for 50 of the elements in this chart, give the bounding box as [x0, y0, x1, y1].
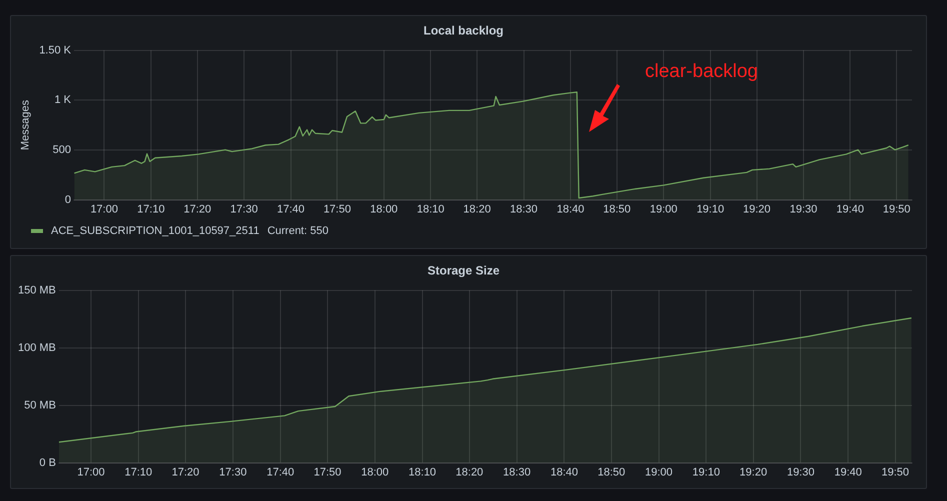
x-tick-label: 17:30 [230, 203, 258, 216]
x-tick-label: 17:50 [323, 203, 351, 216]
x-tick-label: 19:50 [881, 466, 910, 478]
x-tick-label: 17:40 [277, 203, 305, 216]
y-axis-title: Messages [20, 100, 32, 150]
x-tick-label: 18:10 [416, 203, 444, 216]
x-tick-label: 17:10 [137, 203, 165, 216]
legend-label: ACE_SUBSCRIPTION_1001_10597_2511 [51, 225, 260, 237]
chart-title: Local backlog [423, 24, 504, 38]
x-tick-label: 18:50 [598, 466, 626, 478]
y-tick-label: 100 MB [18, 342, 56, 354]
y-tick-label: 150 MB [18, 284, 56, 296]
x-tick-label: 17:30 [219, 466, 247, 478]
x-tick-label: 17:40 [266, 466, 294, 478]
x-tick-label: 18:30 [510, 203, 538, 216]
x-tick-label: 19:00 [650, 203, 678, 216]
y-tick-label: 500 [52, 144, 71, 156]
x-tick-label: 19:40 [834, 466, 862, 478]
x-tick-label: 19:30 [786, 466, 814, 478]
x-tick-label: 19:30 [790, 203, 818, 216]
x-tick-label: 17:20 [184, 203, 212, 216]
x-tick-label: 17:00 [77, 466, 105, 478]
x-tick-label: 17:10 [124, 466, 152, 478]
x-tick-label: 18:30 [503, 466, 531, 478]
x-tick-label: 18:50 [603, 203, 631, 216]
x-tick-label: 18:40 [556, 203, 584, 216]
x-tick-label: 19:10 [692, 466, 720, 478]
text: Current: 550 [267, 225, 328, 237]
x-tick-label: 19:20 [743, 203, 771, 216]
x-tick-label: 17:20 [172, 466, 200, 478]
x-tick-label: 18:00 [361, 466, 389, 478]
annotation: clear-backlog [645, 61, 758, 83]
x-tick-label: 18:00 [370, 203, 398, 216]
y-tick-label: 50 MB [24, 399, 56, 412]
x-tick-label: 19:40 [836, 203, 864, 216]
x-tick-label: 17:50 [314, 466, 342, 478]
x-tick-label: 19:50 [882, 203, 910, 216]
x-tick-label: 17:00 [90, 203, 118, 216]
x-tick-label: 18:20 [456, 466, 484, 478]
chart-title: Storage Size [427, 264, 500, 278]
x-tick-label: 18:40 [550, 466, 578, 478]
x-tick-label: 19:00 [645, 466, 673, 478]
x-tick-label: 18:20 [463, 203, 491, 216]
y-tick-label: 1 K [54, 94, 72, 106]
x-tick-label: 18:10 [408, 466, 436, 478]
y-tick-label: 0 B [39, 456, 56, 469]
y-tick-label: 0 [64, 194, 71, 206]
x-tick-label: 19:20 [740, 466, 768, 478]
x-tick-label: 19:10 [696, 203, 724, 216]
y-tick-label: 1.50 K [39, 44, 72, 56]
